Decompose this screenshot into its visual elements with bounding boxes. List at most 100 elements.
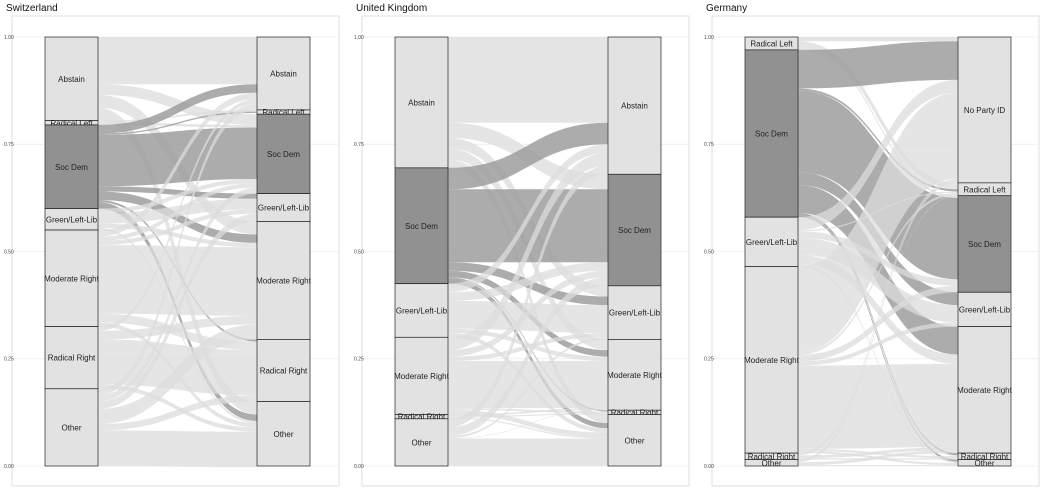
right-stratum-label-other: Other [624, 436, 644, 445]
right-stratum-label-soc-dem: Soc Dem [618, 226, 651, 235]
right-stratum-moderate-right [957, 326, 1012, 454]
flow-moderate-right-to-green-left-lib [98, 209, 257, 246]
flow-soc-dem-to-no-party-id [798, 41, 958, 89]
left-stratum-green-left-lib [744, 216, 799, 267]
y-tick-label: 0.50 [354, 249, 364, 255]
right-stratum-label-radical-right: Radical Right [611, 408, 659, 417]
left-stratum-label-abstain: Abstain [408, 98, 435, 107]
flow-radical-left-to-no-party-id [798, 37, 958, 42]
flows [448, 37, 608, 466]
left-stratum-label-radical-right: Radical Right [48, 354, 96, 363]
flow-moderate-right-to-no-party-id [798, 92, 958, 353]
flow-green-left-lib-to-soc-dem [448, 262, 608, 301]
right-stratum-label-moderate-right: Moderate Right [607, 371, 662, 380]
flow-moderate-right-to-moderate-right [798, 363, 958, 449]
flow-soc-dem-to-soc-dem [448, 189, 608, 263]
flow-other-to-soc-dem [98, 187, 257, 402]
right-stratum-label-soc-dem: Soc Dem [968, 240, 1001, 249]
y-tick-label: 0.75 [704, 142, 714, 148]
right-stratum-label-no-party-id: No Party ID [964, 106, 1006, 115]
flow-green-left-lib-to-no-party-id [798, 79, 958, 231]
flow-other-to-abstain [448, 165, 608, 428]
y-tick-label: 0.50 [704, 249, 714, 255]
flow-green-left-lib-to-radical-right [798, 264, 958, 457]
flow-green-left-lib-to-moderate-right [448, 328, 608, 361]
panel-title-switzerland: Switzerland [6, 3, 58, 14]
panel-switzerland: Switzerland 0.00 0.25 0.50 0.75 1.00 Abstain Ra… [4, 3, 340, 487]
left-stratum-label-soc-dem: Soc Dem [755, 130, 788, 139]
right-stratum-other [957, 459, 1012, 467]
flow-other-to-other [98, 430, 257, 468]
right-stratum-label-other: Other [974, 459, 994, 468]
flow-moderate-right-to-moderate-right [98, 245, 257, 316]
left-stratum-label-moderate-right: Moderate Right [44, 274, 99, 283]
right-stratum-label-radical-right: Radical Right [260, 367, 308, 376]
right-stratum-moderate-right [256, 221, 311, 340]
flow-soc-dem-to-green-left-lib [98, 186, 257, 199]
right-stratum-label-moderate-right: Moderate Right [256, 276, 311, 285]
right-stratum-no-party-id [957, 36, 1012, 184]
flow-soc-dem-to-abstain [98, 84, 257, 134]
left-stratum-label-radical-left: Radical Left [750, 39, 793, 48]
flow-other-to-other [798, 465, 958, 466]
flow-radical-right-to-other [98, 384, 257, 432]
left-stratum-soc-dem [44, 124, 99, 209]
left-stratum-other [744, 459, 799, 467]
left-stratum-abstain [394, 36, 449, 169]
flow-radical-left-to-soc-dem [798, 47, 958, 198]
left-stratum-moderate-right [44, 229, 99, 327]
right-stratum-label-abstain: Abstain [270, 69, 297, 78]
right-stratum-moderate-right [607, 339, 662, 411]
flow-radical-left-to-radical-left [798, 41, 958, 190]
left-stratum-label-radical-right: Radical Right [398, 413, 446, 422]
left-stratum-label-green-left-lib: Green/Left-Lib [396, 306, 448, 315]
flow-moderate-right-to-green-left-lib [448, 333, 608, 361]
panel-germany: Germany 0.00 0.25 0.50 0.75 1.00 Radical Left S… [704, 3, 1040, 487]
flow-other-to-abstain [98, 103, 257, 396]
left-stratum-label-soc-dem: Soc Dem [405, 222, 438, 231]
right-stratum-label-green-left-lib: Green/Left-Lib [959, 305, 1011, 314]
flow-other-to-other [448, 438, 608, 466]
flow-other-to-soc-dem [448, 277, 608, 436]
y-tick-label: 0.25 [704, 357, 714, 363]
right-stratum-green-left-lib [256, 193, 311, 222]
right-stratum-soc-dem [957, 195, 1012, 293]
left-stratum-label-radical-left: Radical Left [50, 119, 93, 128]
left-stratum-label-soc-dem: Soc Dem [55, 163, 88, 172]
flow-green-left-lib-to-other [798, 265, 958, 463]
right-stratum-label-radical-left: Radical Left [963, 185, 1006, 194]
flows [98, 37, 257, 468]
right-stratum-radical-right [256, 339, 311, 403]
left-stratum-label-moderate-right: Moderate Right [394, 372, 449, 381]
flows [798, 37, 958, 466]
left-stratum-other [44, 388, 99, 467]
flow-radical-right-to-moderate-right [798, 447, 958, 459]
right-stratum-label-moderate-right: Moderate Right [957, 386, 1012, 395]
flow-moderate-right-to-soc-dem [448, 270, 608, 357]
panel-frame [711, 15, 1040, 487]
flow-radical-right-to-no-party-id [798, 178, 958, 456]
right-stratum-label-soc-dem: Soc Dem [267, 150, 300, 159]
left-stratum-label-green-left-lib: Green/Left-Lib [746, 238, 798, 247]
left-stratum-label-other: Other [411, 438, 431, 447]
right-stratum-abstain [607, 36, 662, 175]
flow-radical-right-to-moderate-right [98, 315, 257, 340]
flow-radical-right-to-other [448, 417, 608, 439]
flow-moderate-right-to-soc-dem [98, 183, 257, 241]
y-tick-label: 1.00 [354, 35, 364, 41]
right-stratum-label-radical-right: Radical Right [961, 452, 1009, 461]
right-stratum-abstain [256, 36, 311, 111]
left-stratum-label-other: Other [761, 459, 781, 468]
flow-moderate-right-to-radical-right [448, 408, 608, 414]
flow-moderate-right-to-green-left-lib [798, 322, 958, 366]
left-stratum-moderate-right [744, 266, 799, 454]
flow-soc-dem-to-abstain [448, 122, 608, 190]
flow-other-to-moderate-right [98, 324, 257, 424]
flow-green-left-lib-to-soc-dem [98, 178, 257, 213]
left-stratum-label-other: Other [61, 423, 81, 432]
left-stratum-label-moderate-right: Moderate Right [744, 356, 799, 365]
flow-radical-left-to-radical-left [98, 109, 257, 123]
flow-other-to-no-party-id [798, 180, 958, 462]
flow-green-left-lib-to-moderate-right [798, 254, 958, 364]
